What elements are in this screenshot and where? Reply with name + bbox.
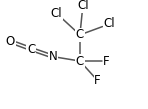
Text: F: F [94,74,101,87]
Text: N: N [49,50,58,63]
Text: Cl: Cl [50,7,62,20]
Text: C: C [76,54,84,68]
Text: Cl: Cl [104,17,115,31]
Text: Cl: Cl [77,0,89,12]
Text: C: C [27,43,35,56]
Text: F: F [103,54,110,68]
Text: C: C [76,28,84,41]
Text: O: O [6,35,15,48]
